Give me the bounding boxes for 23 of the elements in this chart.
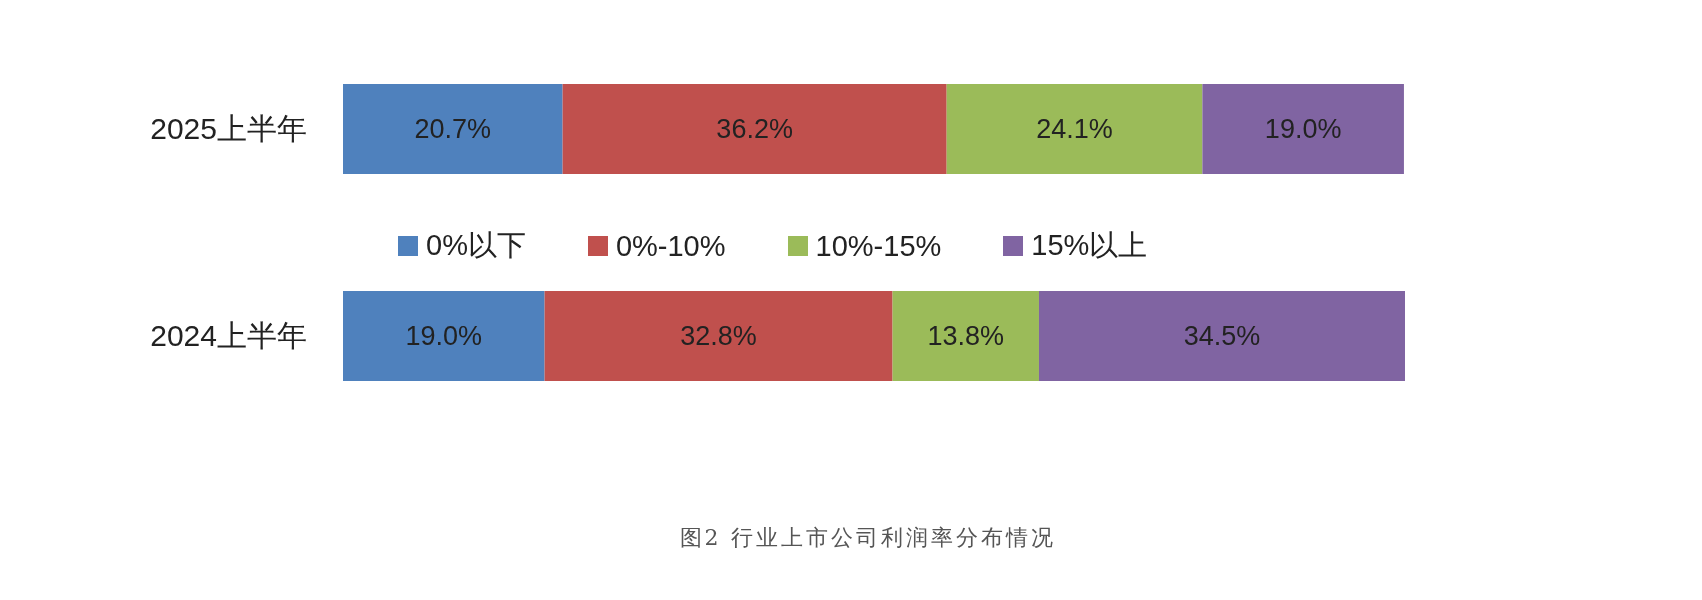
y-tick-label: 2024上半年 xyxy=(150,319,307,353)
caption: 图2 行业上市公司利润率分布情况 xyxy=(678,524,1058,552)
data-label: 20.7% xyxy=(414,114,492,144)
data-label: 19.0% xyxy=(1264,114,1342,144)
bar xyxy=(544,291,893,381)
legend-label: 10%-15% xyxy=(815,229,942,263)
legend-label: 0%-10% xyxy=(615,229,726,263)
data-label: 13.8% xyxy=(927,321,1005,351)
y-tick-label: 2025上半年 xyxy=(150,112,307,146)
data-label: 34.5% xyxy=(1183,321,1261,351)
bar xyxy=(1202,84,1404,174)
legend-label: 0%以下 xyxy=(426,228,526,263)
data-label: 36.2% xyxy=(716,114,793,144)
data-label: 32.8% xyxy=(680,321,757,351)
data-label: 24.1% xyxy=(1036,114,1113,144)
bar xyxy=(343,84,563,174)
legend-label: 15%以上 xyxy=(1031,228,1148,263)
data-label: 19.0% xyxy=(405,321,483,351)
bar xyxy=(892,291,1039,381)
bar xyxy=(562,84,947,174)
bar xyxy=(343,291,545,381)
bar xyxy=(1038,291,1405,381)
bar xyxy=(946,84,1203,174)
